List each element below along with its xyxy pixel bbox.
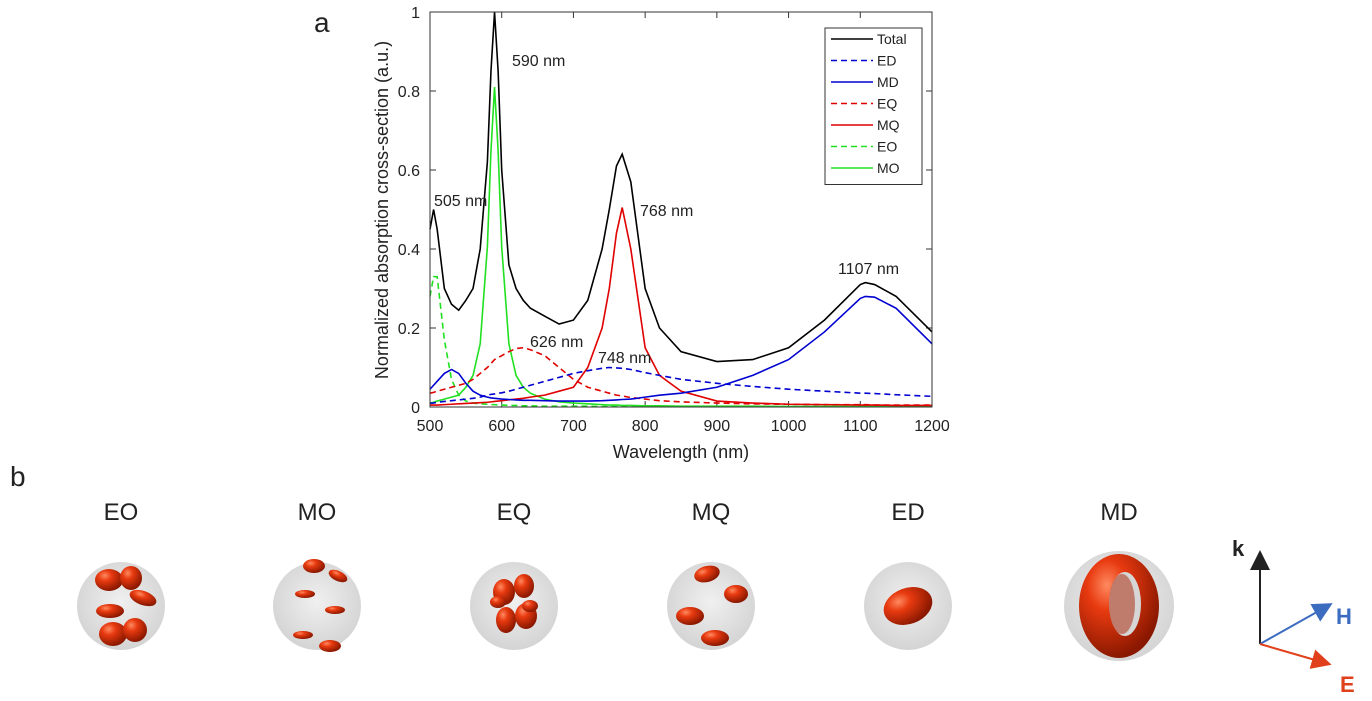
h-label: H [1336, 604, 1352, 629]
x-tick-label: 600 [488, 418, 515, 435]
series-line [430, 366, 933, 404]
legend-label: Total [877, 31, 907, 47]
e-label: E [1340, 672, 1355, 696]
x-tick-label: 1200 [914, 418, 950, 435]
y-tick-label: 0 [411, 400, 420, 417]
plot-frame [429, 11, 933, 408]
legend-label: EO [877, 139, 897, 155]
series-line [429, 11, 933, 363]
x-tick-label: 500 [417, 418, 444, 435]
mode-image [77, 562, 165, 650]
annotation: 505 nm [434, 193, 487, 210]
mode-image [667, 562, 755, 650]
series-line [429, 295, 933, 402]
annotation: 748 nm [598, 350, 651, 367]
annotation: 590 nm [512, 53, 565, 70]
x-tick-label: 900 [704, 418, 731, 435]
panel-label: a [314, 7, 330, 38]
mode-label: EQ [497, 499, 532, 526]
panel-label: b [10, 461, 26, 492]
x-tick-label: 700 [560, 418, 587, 435]
k-label: k [1232, 536, 1245, 561]
plot: 0 0.2 0.4 0.6 0.8 1 500 600 700 800 900 1000 1100 120… [398, 5, 950, 435]
legend-label: EQ [877, 96, 897, 112]
y-tick-label: 0.6 [398, 163, 420, 180]
legend-label: MD [877, 74, 899, 90]
y-tick-label: 0.4 [398, 242, 420, 259]
legend: Total ED MD EQ MQ EO MO [824, 27, 923, 185]
x-tick-label: 1000 [771, 418, 807, 435]
mode-image [273, 559, 361, 652]
mode-image [864, 562, 952, 650]
annotation: 626 nm [530, 334, 583, 351]
mode-label: MO [298, 499, 337, 526]
y-tick-label: 0.2 [398, 321, 420, 338]
h-arrow [1259, 603, 1333, 645]
mode-image [1064, 551, 1174, 661]
x-tick-label: 1100 [843, 418, 878, 435]
annotation: 1107 nm [838, 261, 899, 278]
e-arrow [1259, 643, 1332, 669]
mode-label: ED [891, 499, 924, 526]
legend-label: MO [877, 160, 900, 176]
x-tick-label: 800 [632, 418, 659, 435]
mode-image [470, 562, 558, 650]
y-tick-label: 0.8 [398, 84, 420, 101]
legend-label: MQ [877, 117, 900, 133]
legend-box [824, 27, 923, 185]
annotation: 768 nm [640, 203, 693, 220]
x-axis-label: Wavelength (nm) [613, 442, 749, 462]
mode-labels: EO MO EQ MQ ED MD [104, 499, 1138, 526]
mode-label: EO [104, 499, 139, 526]
legend-label: ED [877, 53, 896, 69]
mode-images [77, 551, 1174, 661]
mode-label: MQ [692, 499, 731, 526]
mode-label: MD [1100, 499, 1137, 526]
series-line [429, 346, 932, 406]
axis-icon: k H E [1232, 536, 1355, 697]
series-line [430, 207, 932, 407]
y-tick-label: 1 [411, 5, 420, 22]
y-axis-label: Normalized absorption cross-section (a.u… [372, 41, 392, 379]
